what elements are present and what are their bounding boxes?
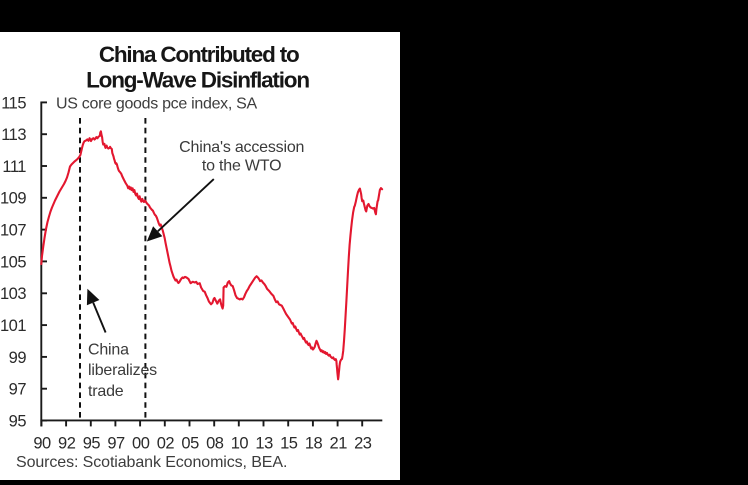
svg-text:trade: trade (88, 383, 124, 400)
svg-text:113: 113 (1, 126, 26, 144)
svg-text:China Contributed to: China Contributed to (99, 42, 299, 67)
svg-text:US core goods pce index, SA: US core goods pce index, SA (56, 96, 258, 113)
svg-text:liberalizes: liberalizes (88, 362, 157, 379)
svg-text:115: 115 (1, 94, 26, 112)
svg-text:107: 107 (0, 222, 26, 240)
svg-text:95: 95 (9, 412, 27, 430)
svg-text:97: 97 (9, 381, 27, 399)
svg-text:99: 99 (9, 349, 27, 367)
svg-text:97: 97 (107, 435, 125, 453)
svg-text:111: 111 (2, 158, 26, 176)
svg-text:10: 10 (231, 435, 249, 453)
svg-text:109: 109 (0, 190, 26, 208)
svg-text:23: 23 (354, 435, 372, 453)
svg-text:China's accession: China's accession (179, 139, 304, 156)
svg-text:China: China (88, 342, 129, 359)
svg-text:21: 21 (330, 435, 348, 453)
svg-text:95: 95 (83, 435, 101, 453)
svg-text:05: 05 (181, 435, 199, 453)
svg-text:Long-Wave Disinflation: Long-Wave Disinflation (86, 68, 309, 93)
svg-text:92: 92 (58, 435, 76, 453)
svg-text:18: 18 (305, 435, 323, 453)
svg-text:08: 08 (206, 435, 224, 453)
svg-text:13: 13 (255, 435, 273, 453)
svg-text:105: 105 (0, 253, 26, 271)
svg-text:00: 00 (132, 435, 150, 453)
svg-text:to the WTO: to the WTO (202, 157, 282, 174)
svg-text:Sources: Scotiabank Economics,: Sources: Scotiabank Economics, BEA. (16, 454, 287, 471)
svg-text:02: 02 (157, 435, 175, 453)
svg-text:15: 15 (280, 435, 298, 453)
svg-text:101: 101 (0, 317, 26, 335)
svg-text:103: 103 (0, 285, 26, 303)
svg-text:90: 90 (33, 435, 51, 453)
